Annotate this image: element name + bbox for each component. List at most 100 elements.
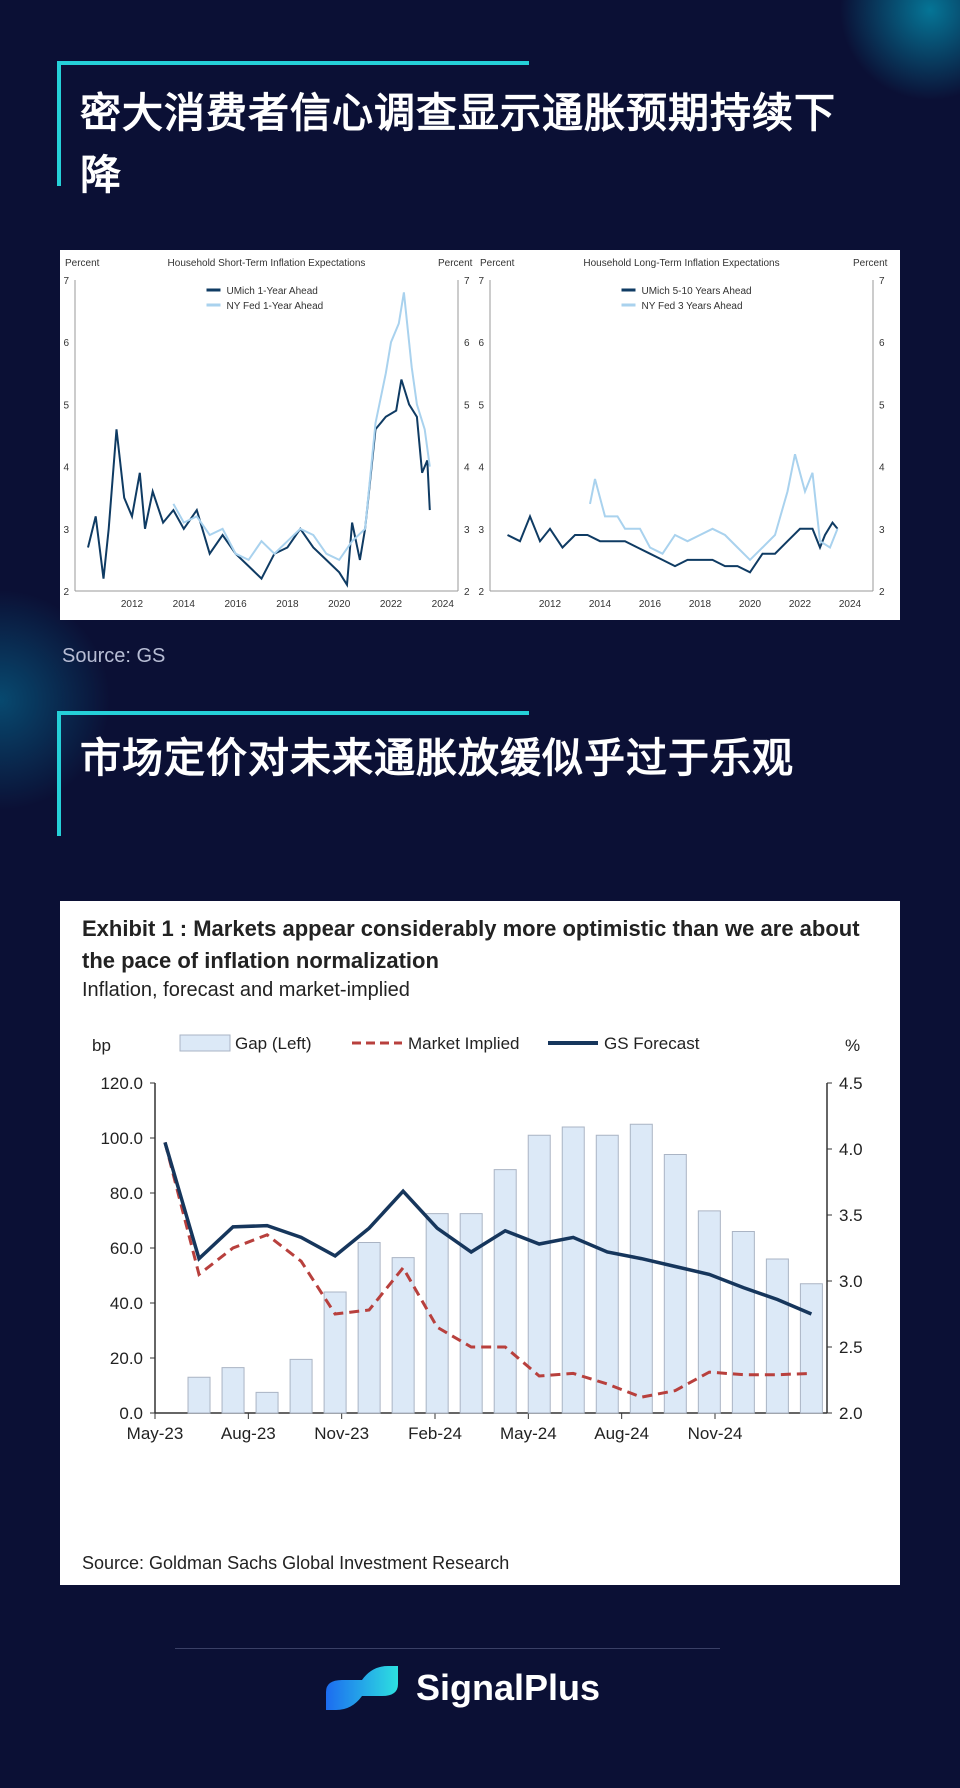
exhibit-subtitle: Inflation, forecast and market-implied [82, 979, 410, 1001]
y-tick-label: 3 [478, 525, 484, 536]
x-tick-label: 2016 [224, 599, 247, 610]
y-tick-label-right: 4 [464, 463, 470, 474]
y-tick-label-left: 0.0 [119, 1404, 143, 1423]
y-tick-label: 5 [63, 400, 69, 411]
y-tick-label: 6 [478, 338, 484, 349]
chart-card-1: Percent Percent Household Short-Term Infla… [60, 250, 900, 620]
y-tick-label-right: 3.0 [839, 1272, 863, 1291]
gap-bar [561, 1126, 585, 1414]
y-tick-label-right: 5 [879, 400, 885, 411]
legend-label: NY Fed 1-Year Ahead [227, 301, 324, 312]
section-title-2: 市场定价对未来通胀放缓似乎过于乐观 [80, 734, 794, 782]
x-tick-label: 2012 [121, 599, 144, 610]
x-tick-label: Aug-23 [221, 1424, 276, 1443]
x-tick-label: 2018 [689, 599, 712, 610]
gap-bar [731, 1231, 755, 1414]
y-label-right: Percent [853, 258, 888, 269]
y-tick-label-right: 6 [464, 338, 470, 349]
y-tick-label-right: 2.5 [839, 1338, 863, 1357]
gap-bar [357, 1242, 381, 1414]
x-tick-label: 2022 [789, 599, 812, 610]
legend-label: UMich 1-Year Ahead [227, 286, 318, 297]
x-tick-label: 2024 [432, 599, 455, 610]
legend-label: NY Fed 3 Years Ahead [642, 301, 743, 312]
y-tick-label-left: 100.0 [100, 1129, 143, 1148]
gap-bar [323, 1291, 347, 1414]
x-tick-label: 2014 [589, 599, 612, 610]
y-tick-label-right: 3.5 [839, 1206, 863, 1225]
y-tick-label-right: 7 [464, 276, 470, 287]
title-frame-1 [57, 61, 529, 186]
gap-bar [697, 1210, 721, 1414]
y-tick-label-right: 4.5 [839, 1074, 863, 1093]
y-tick-label: 5 [478, 400, 484, 411]
x-tick-label: May-23 [127, 1424, 184, 1443]
gap-bar [425, 1213, 449, 1414]
y-tick-label: 4 [478, 463, 484, 474]
y-tick-label-right: 4.0 [839, 1140, 863, 1159]
divider [175, 1648, 720, 1649]
y-tick-label-left: 60.0 [110, 1239, 143, 1258]
y-label-right: % [845, 1036, 860, 1055]
x-tick-label: 2024 [839, 599, 862, 610]
x-tick-label: 2016 [639, 599, 662, 610]
gap-bar [289, 1358, 313, 1414]
gap-bar [799, 1283, 823, 1414]
y-tick-label-right: 7 [879, 276, 885, 287]
y-tick-label-right: 3 [879, 525, 885, 536]
chart-card-2: Exhibit 1 : Markets appear considerably … [60, 901, 900, 1585]
source-text: Source: GS [62, 645, 166, 667]
y-tick-label: 6 [63, 338, 69, 349]
y-tick-label-right: 2 [464, 587, 470, 598]
gap-bar [765, 1258, 789, 1414]
x-tick-label: 2018 [276, 599, 299, 610]
legend-gap-swatch [179, 1034, 231, 1052]
y-tick-label-right: 3 [464, 525, 470, 536]
market-implied-line [163, 1142, 812, 1399]
y-tick-label: 2 [478, 587, 484, 598]
gap-bar [391, 1257, 415, 1414]
y-tick-label: 2 [63, 587, 69, 598]
gap-bar [187, 1376, 211, 1414]
gap-bar [221, 1367, 245, 1414]
y-tick-label-left: 80.0 [110, 1184, 143, 1203]
x-tick-label: Aug-24 [594, 1424, 649, 1443]
signalplus-logo-icon [326, 1666, 398, 1710]
x-tick-label: 2014 [173, 599, 196, 610]
x-tick-label: 2020 [739, 599, 762, 610]
section-title-1: 密大消费者信心调查显示通胀预期持续下降 [80, 89, 836, 199]
y-tick-label-left: 20.0 [110, 1349, 143, 1368]
brand-name: SignalPlus [416, 1667, 601, 1708]
inflation-expectations-charts: Percent Percent Household Short-Term Infla… [63, 258, 888, 610]
gs-forecast-line [163, 1141, 813, 1316]
gap-bar [255, 1391, 279, 1414]
series-line-1 [589, 453, 839, 562]
gap-bar [663, 1154, 687, 1414]
legend-gs-label: GS Forecast [604, 1034, 700, 1053]
y-tick-label-right: 2.0 [839, 1404, 863, 1423]
x-tick-label: Feb-24 [408, 1424, 462, 1443]
y-tick-label-left: 40.0 [110, 1294, 143, 1313]
panel-title: Household Long-Term Inflation Expectatio… [583, 258, 779, 269]
gap-bar [493, 1169, 517, 1414]
gap-bar [595, 1134, 619, 1414]
x-tick-label: 2022 [380, 599, 403, 610]
y-tick-label-right: 6 [879, 338, 885, 349]
x-tick-label: Nov-24 [688, 1424, 743, 1443]
gap-bar [629, 1123, 653, 1414]
y-tick-label: 7 [478, 276, 484, 287]
y-label-left: Percent [480, 258, 515, 269]
y-label-right: Percent [438, 258, 473, 269]
series-line-0 [507, 513, 839, 574]
y-tick-label-right: 4 [879, 463, 885, 474]
exhibit-source: Source: Goldman Sachs Global Investment … [82, 1553, 510, 1573]
x-tick-label: May-24 [500, 1424, 557, 1443]
y-tick-label: 7 [63, 276, 69, 287]
y-tick-label-right: 5 [464, 400, 470, 411]
exhibit-title: Exhibit 1 : Markets appear considerably … [82, 916, 860, 973]
x-tick-label: 2020 [328, 599, 351, 610]
series-line-0 [87, 379, 431, 588]
x-tick-label: Nov-23 [314, 1424, 369, 1443]
legend-label: UMich 5-10 Years Ahead [642, 286, 752, 297]
legend-gap-label: Gap (Left) [235, 1034, 312, 1053]
